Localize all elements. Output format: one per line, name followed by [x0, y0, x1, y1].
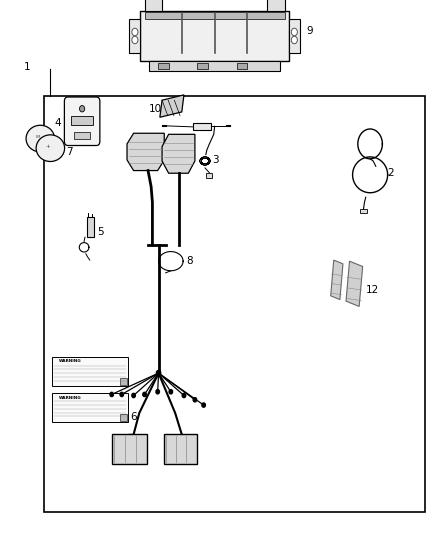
Circle shape	[132, 393, 135, 398]
Polygon shape	[360, 209, 367, 213]
Circle shape	[182, 393, 186, 398]
Circle shape	[291, 28, 297, 36]
Circle shape	[143, 392, 146, 397]
Ellipse shape	[36, 135, 65, 161]
Polygon shape	[71, 116, 93, 125]
Polygon shape	[127, 133, 164, 171]
Polygon shape	[145, 0, 162, 11]
Text: 1: 1	[24, 62, 31, 71]
FancyBboxPatch shape	[64, 97, 100, 146]
Circle shape	[156, 390, 159, 394]
Polygon shape	[120, 414, 127, 421]
Polygon shape	[52, 393, 128, 422]
Circle shape	[202, 403, 205, 407]
Text: 7: 7	[66, 147, 72, 157]
Polygon shape	[193, 123, 211, 130]
Text: 10: 10	[149, 104, 162, 114]
Circle shape	[169, 390, 173, 394]
Circle shape	[132, 28, 138, 36]
Polygon shape	[267, 0, 285, 11]
Text: 12: 12	[366, 286, 379, 295]
Polygon shape	[112, 434, 147, 464]
Polygon shape	[52, 357, 128, 386]
Circle shape	[120, 392, 124, 397]
Polygon shape	[120, 378, 127, 385]
Text: 2: 2	[388, 168, 394, 178]
Polygon shape	[140, 11, 289, 61]
Polygon shape	[87, 217, 94, 237]
Polygon shape	[145, 12, 285, 19]
Text: 5: 5	[97, 227, 104, 237]
Polygon shape	[162, 134, 195, 173]
Polygon shape	[206, 173, 212, 178]
Polygon shape	[129, 19, 140, 53]
Circle shape	[291, 36, 297, 44]
Text: 8: 8	[186, 256, 193, 266]
Circle shape	[110, 392, 113, 397]
Text: +: +	[46, 144, 50, 149]
Circle shape	[80, 106, 85, 112]
Polygon shape	[160, 95, 184, 117]
Polygon shape	[74, 132, 90, 139]
Text: 9: 9	[307, 26, 313, 36]
Ellipse shape	[26, 125, 54, 152]
Text: 4: 4	[54, 118, 61, 127]
Polygon shape	[164, 434, 197, 464]
Polygon shape	[237, 63, 247, 69]
Text: WARNING: WARNING	[59, 359, 81, 364]
Circle shape	[193, 398, 197, 402]
Polygon shape	[346, 261, 363, 306]
Polygon shape	[197, 63, 208, 69]
Polygon shape	[289, 19, 300, 53]
Text: EM: EM	[35, 135, 41, 139]
Polygon shape	[149, 61, 280, 71]
Text: WARNING: WARNING	[59, 395, 81, 400]
Circle shape	[132, 36, 138, 44]
Circle shape	[156, 370, 161, 376]
Polygon shape	[331, 260, 343, 300]
Text: 6: 6	[131, 412, 137, 422]
Text: 3: 3	[212, 155, 219, 165]
Polygon shape	[158, 63, 169, 69]
